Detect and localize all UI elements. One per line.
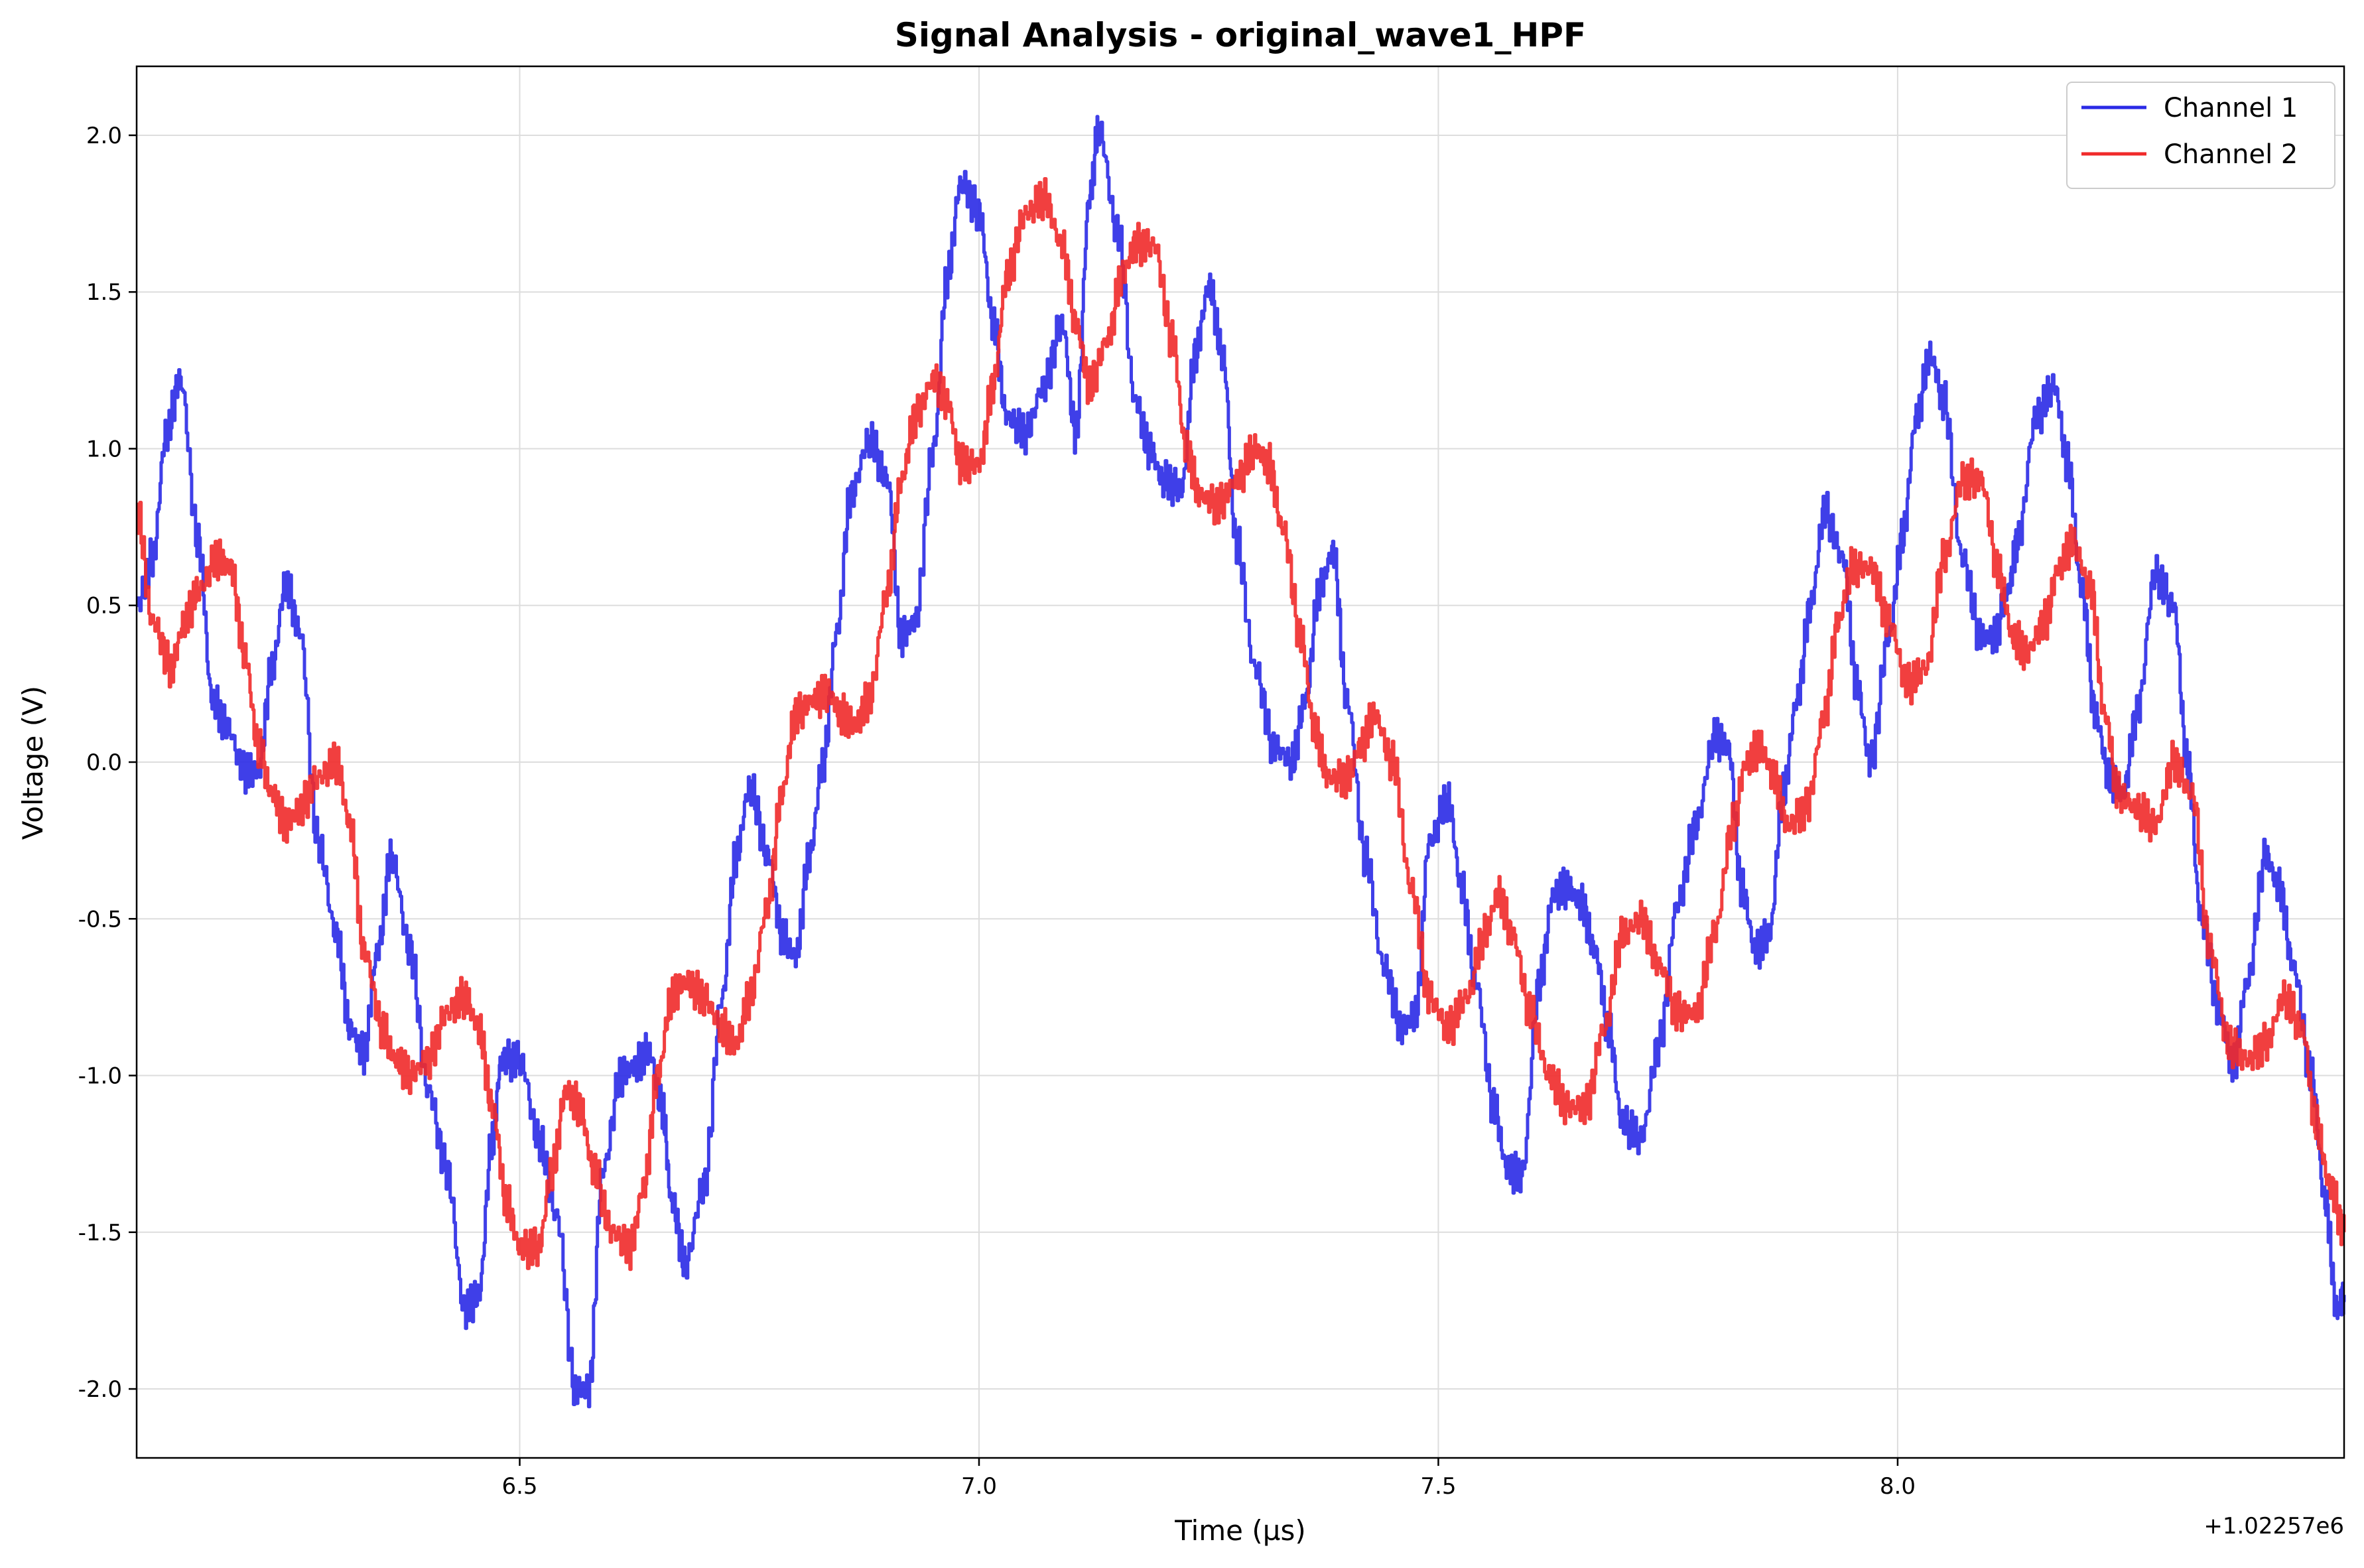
x-tick-label: 6.5 bbox=[501, 1473, 537, 1500]
y-tick-label: -1.5 bbox=[78, 1220, 122, 1246]
x-axis-label: Time (µs) bbox=[1174, 1514, 1306, 1547]
x-tick-label: 7.5 bbox=[1420, 1473, 1456, 1500]
y-tick-label: -1.0 bbox=[78, 1063, 122, 1090]
series-line-channel-2 bbox=[136, 177, 2346, 1272]
series-line-channel-1 bbox=[136, 115, 2346, 1409]
axis-ticks: 2.0 1.5 1.0 0.5 0.0 -0.5 -1.0 -1.5 -2.0 6.5 7.0 7.5… bbox=[78, 123, 1916, 1500]
y-tick-label: 2.0 bbox=[86, 123, 122, 149]
y-tick-label: 0.5 bbox=[86, 593, 122, 620]
y-tick-label: 1.5 bbox=[86, 279, 122, 306]
x-tick-label: 7.0 bbox=[961, 1473, 997, 1500]
series-layer bbox=[136, 115, 2346, 1409]
y-tick-label: 0.0 bbox=[86, 750, 122, 776]
grid bbox=[137, 66, 2344, 1458]
y-axis-label: Voltage (V) bbox=[17, 686, 49, 840]
y-tick-label: -0.5 bbox=[78, 906, 122, 933]
y-tick-label: 1.0 bbox=[86, 436, 122, 462]
legend-label-channel-1: Channel 1 bbox=[2164, 93, 2298, 123]
chart-title: Signal Analysis - original_wave1_HPF bbox=[895, 16, 1586, 54]
y-tick-label: -2.0 bbox=[78, 1376, 122, 1403]
legend-label-channel-2: Channel 2 bbox=[2164, 139, 2298, 170]
legend: Channel 1 Channel 2 bbox=[2066, 82, 2335, 189]
x-tick-label: 8.0 bbox=[1880, 1473, 1916, 1500]
x-axis-offset-label: +1.02257e6 bbox=[2203, 1513, 2344, 1539]
